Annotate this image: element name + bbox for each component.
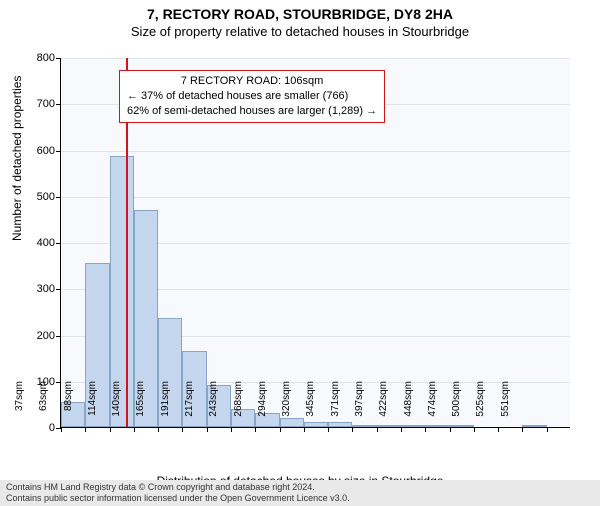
xtick-label: 448sqm	[403, 381, 414, 431]
ytick-mark	[56, 243, 61, 244]
xtick-label: 63sqm	[38, 381, 49, 431]
gridline	[61, 151, 570, 152]
xtick-mark	[158, 427, 159, 432]
xtick-label: 397sqm	[354, 381, 365, 431]
ytick-mark	[56, 197, 61, 198]
xtick-label: 114sqm	[87, 381, 98, 431]
xtick-mark	[231, 427, 232, 432]
xtick-label: 37sqm	[14, 381, 25, 431]
ytick-mark	[56, 289, 61, 290]
xtick-label: 551sqm	[500, 381, 511, 431]
xtick-label: 88sqm	[63, 381, 74, 431]
xtick-mark	[547, 427, 548, 432]
xtick-label: 217sqm	[184, 381, 195, 431]
chart-container: 010020030040050060070080037sqm63sqm88sqm…	[60, 58, 570, 428]
footer-line1: Contains HM Land Registry data © Crown c…	[6, 482, 594, 493]
gridline	[61, 197, 570, 198]
ytick-mark	[56, 336, 61, 337]
y-axis-label: Number of detached properties	[10, 76, 24, 241]
page-title: 7, RECTORY ROAD, STOURBRIDGE, DY8 2HA	[0, 6, 600, 22]
xtick-label: 191sqm	[160, 381, 171, 431]
callout-line2: ← 37% of detached houses are smaller (76…	[127, 89, 377, 104]
xtick-label: 525sqm	[475, 381, 486, 431]
footer: Contains HM Land Registry data © Crown c…	[0, 480, 600, 506]
xtick-label: 243sqm	[208, 381, 219, 431]
xtick-label: 371sqm	[330, 381, 341, 431]
xtick-label: 140sqm	[111, 381, 122, 431]
callout-line1: 7 RECTORY ROAD: 106sqm	[127, 74, 377, 89]
xtick-label: 474sqm	[427, 381, 438, 431]
xtick-label: 268sqm	[233, 381, 244, 431]
xtick-mark	[498, 427, 499, 432]
xtick-mark	[401, 427, 402, 432]
xtick-label: 294sqm	[257, 381, 268, 431]
xtick-label: 165sqm	[135, 381, 146, 431]
xtick-label: 320sqm	[281, 381, 292, 431]
xtick-label: 500sqm	[451, 381, 462, 431]
histogram-bar	[522, 425, 546, 427]
plot-area: 010020030040050060070080037sqm63sqm88sqm…	[60, 58, 570, 428]
xtick-label: 422sqm	[378, 381, 389, 431]
xtick-mark	[522, 427, 523, 432]
ytick-mark	[56, 58, 61, 59]
ytick-mark	[56, 104, 61, 105]
ytick-mark	[56, 382, 61, 383]
callout-box: 7 RECTORY ROAD: 106sqm ← 37% of detached…	[119, 70, 385, 123]
xtick-mark	[61, 427, 62, 432]
footer-line2: Contains public sector information licen…	[6, 493, 594, 504]
page-subtitle: Size of property relative to detached ho…	[0, 24, 600, 39]
ytick-mark	[56, 151, 61, 152]
xtick-label: 345sqm	[305, 381, 316, 431]
gridline	[61, 58, 570, 59]
callout-line3: 62% of semi-detached houses are larger (…	[127, 104, 377, 119]
xtick-mark	[328, 427, 329, 432]
